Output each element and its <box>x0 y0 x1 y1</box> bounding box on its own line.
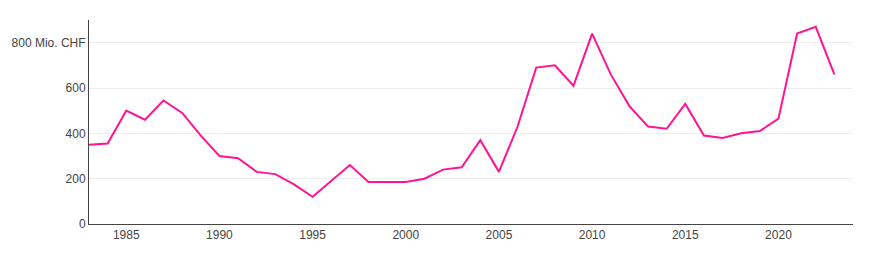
svg-text:1985: 1985 <box>113 228 140 242</box>
svg-text:1990: 1990 <box>206 228 233 242</box>
svg-text:0: 0 <box>79 217 86 231</box>
svg-text:2020: 2020 <box>765 228 792 242</box>
svg-text:600: 600 <box>66 81 86 95</box>
svg-text:800 Mio. CHF: 800 Mio. CHF <box>12 36 86 50</box>
svg-text:2005: 2005 <box>486 228 513 242</box>
svg-text:2015: 2015 <box>672 228 699 242</box>
svg-text:1995: 1995 <box>299 228 326 242</box>
svg-text:200: 200 <box>66 172 86 186</box>
svg-text:400: 400 <box>66 127 86 141</box>
svg-text:2010: 2010 <box>579 228 606 242</box>
svg-text:2000: 2000 <box>392 228 419 242</box>
